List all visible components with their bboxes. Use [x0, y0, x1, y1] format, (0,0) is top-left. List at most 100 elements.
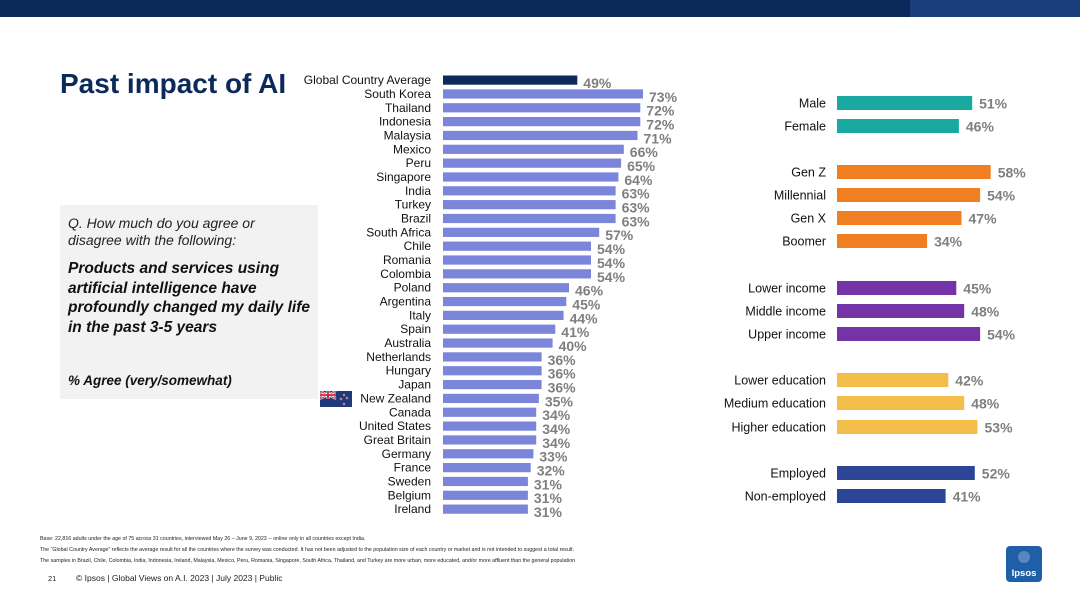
country-label-mexico: Mexico — [393, 142, 431, 156]
country-value-india: 63% — [622, 186, 651, 202]
group-bar-gen-z — [837, 165, 991, 179]
group-bar-lower-income — [837, 281, 957, 295]
country-bar-colombia — [443, 269, 591, 279]
country-bar-japan — [443, 379, 542, 390]
statement-text: Products and services using artificial i… — [68, 260, 311, 336]
country-value-romania: 54% — [597, 255, 626, 271]
country-label-turkey: Turkey — [395, 198, 431, 212]
group-value-millennial: 54% — [987, 188, 1016, 204]
new-zealand-flag-icon — [320, 391, 352, 407]
country-bar-south-korea — [443, 89, 643, 99]
country-label-new-zealand: New Zealand — [360, 391, 431, 405]
country-value-poland: 46% — [575, 283, 604, 299]
group-label-middle-income: Middle income — [745, 305, 826, 319]
group-value-higher-education: 53% — [985, 420, 1014, 436]
country-label-singapore: Singapore — [376, 170, 431, 184]
group-label-millennial: Millennial — [774, 189, 826, 203]
country-value-spain: 41% — [561, 324, 590, 340]
group-label-boomer: Boomer — [782, 235, 826, 249]
country-value-great-britain: 34% — [542, 435, 571, 451]
country-label-india: India — [405, 184, 431, 198]
group-value-gen-z: 58% — [998, 165, 1027, 181]
country-label-argentina: Argentina — [380, 295, 432, 309]
country-value-japan: 36% — [548, 379, 577, 395]
country-value-canada: 34% — [542, 407, 571, 423]
group-bar-boomer — [837, 234, 928, 248]
country-bar-hungary — [443, 366, 542, 376]
group-bar-lower-education — [837, 373, 949, 387]
top-banner — [0, 0, 1080, 17]
group-bar-female — [837, 119, 959, 133]
country-label-france: France — [394, 461, 432, 475]
country-value-colombia: 54% — [597, 269, 626, 285]
group-value-upper-income: 54% — [987, 327, 1016, 343]
country-value-brazil: 63% — [622, 213, 651, 229]
country-bar-south-africa — [443, 227, 600, 237]
country-bar-new-zealand — [443, 393, 539, 404]
country-label-thailand: Thailand — [385, 101, 431, 115]
country-value-singapore: 64% — [624, 172, 653, 188]
country-value-mexico: 66% — [630, 144, 659, 160]
page-number: 21 — [48, 574, 57, 583]
group-bar-non-employed — [837, 489, 946, 503]
country-label-global-country-average: Global Country Average — [304, 73, 432, 87]
country-value-australia: 40% — [559, 338, 588, 354]
group-label-lower-education: Lower education — [734, 374, 826, 388]
country-bar-spain — [443, 324, 556, 334]
country-bar-france — [443, 463, 531, 473]
country-bar-thailand — [443, 103, 641, 113]
country-value-italy: 44% — [570, 310, 599, 326]
group-value-lower-income: 45% — [963, 281, 992, 297]
country-bar-ireland — [443, 504, 528, 514]
country-label-spain: Spain — [400, 322, 431, 336]
group-value-boomer: 34% — [934, 234, 963, 250]
country-bar-belgium — [443, 490, 528, 500]
country-bar-india — [443, 186, 616, 196]
country-bar-chile — [443, 241, 591, 251]
country-value-sweden: 31% — [534, 476, 563, 492]
country-label-ireland: Ireland — [394, 502, 431, 516]
country-value-hungary: 36% — [548, 366, 577, 382]
country-value-south-africa: 57% — [605, 227, 634, 243]
country-value-malaysia: 71% — [644, 130, 673, 146]
group-label-lower-income: Lower income — [748, 282, 826, 296]
group-bar-middle-income — [837, 304, 965, 318]
ipsos-logo: Ipsos — [1006, 546, 1042, 582]
country-value-chile: 54% — [597, 241, 626, 257]
country-label-germany: Germany — [382, 447, 431, 461]
country-label-belgium: Belgium — [388, 488, 431, 502]
country-label-sweden: Sweden — [388, 474, 431, 488]
group-value-medium-education: 48% — [971, 396, 1000, 412]
group-bar-medium-education — [837, 396, 965, 410]
country-value-indonesia: 72% — [646, 117, 675, 133]
country-value-france: 32% — [537, 463, 566, 479]
group-bar-male — [837, 96, 973, 110]
country-value-peru: 65% — [627, 158, 656, 174]
country-bar-singapore — [443, 172, 619, 182]
group-bar-higher-education — [837, 420, 978, 434]
group-label-higher-education: Higher education — [731, 421, 826, 435]
group-bar-millennial — [837, 188, 981, 202]
country-bar-sweden — [443, 476, 528, 487]
country-label-hungary: Hungary — [386, 364, 431, 378]
page-title: Past impact of AI — [60, 68, 287, 99]
country-label-italy: Italy — [409, 308, 431, 322]
question-box: Q. How much do you agree or disagree wit… — [60, 205, 318, 399]
country-label-colombia: Colombia — [380, 267, 431, 281]
country-label-malaysia: Malaysia — [384, 128, 432, 142]
footer-note-2: The samples in Brazil, Chile, Colombia, … — [40, 558, 576, 564]
country-value-ireland: 31% — [534, 504, 563, 520]
country-label-united-states: United States — [359, 419, 431, 433]
group-label-medium-education: Medium education — [724, 397, 826, 411]
group-bar-gen-x — [837, 211, 962, 225]
question-text: Q. How much do you agree or disagree wit… — [68, 215, 255, 248]
country-bar-peru — [443, 158, 622, 168]
country-bar-italy — [443, 310, 564, 320]
country-bar-netherlands — [443, 352, 542, 362]
group-value-male: 51% — [979, 96, 1008, 112]
country-value-belgium: 31% — [534, 490, 563, 506]
footer-base: Base: 22,816 adults under the age of 75 … — [40, 536, 366, 542]
country-label-brazil: Brazil — [401, 212, 431, 226]
country-value-new-zealand: 35% — [545, 393, 574, 409]
